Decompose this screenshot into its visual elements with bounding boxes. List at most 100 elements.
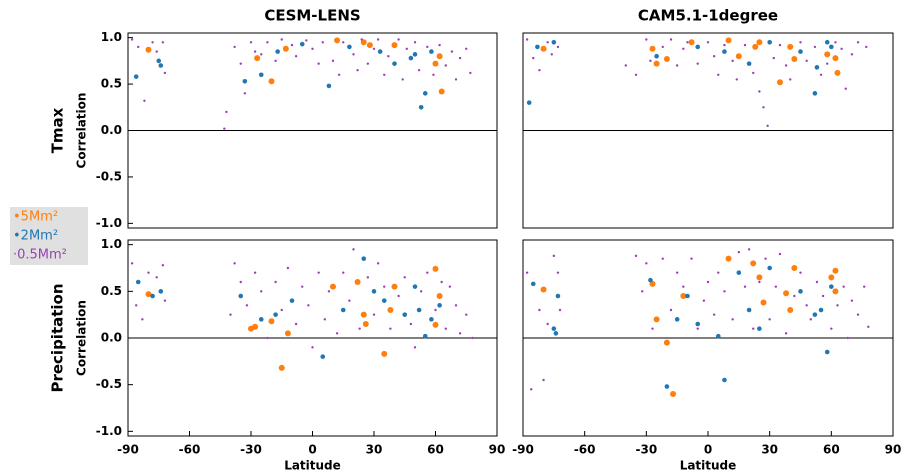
data-point [743, 285, 747, 288]
data-point [649, 45, 656, 52]
data-point [669, 38, 673, 41]
data-point [360, 311, 367, 318]
legend-entry: •5Mm² [13, 210, 58, 225]
data-point [412, 284, 418, 289]
data-point [649, 59, 652, 63]
data-point [422, 333, 428, 339]
data-point [768, 318, 771, 321]
data-point [444, 327, 447, 330]
data-point [764, 257, 767, 260]
data-point [413, 41, 417, 44]
data-point [376, 38, 380, 41]
x-tick-label: -30 [635, 443, 657, 457]
x-tick-label: -60 [574, 443, 596, 457]
x-tick-label: -30 [240, 443, 262, 457]
data-point [690, 257, 693, 260]
data-point [766, 124, 769, 128]
data-point [249, 41, 253, 44]
data-point [789, 78, 792, 81]
data-point [253, 50, 257, 53]
data-point [377, 49, 383, 54]
data-point [163, 71, 167, 75]
data-point [706, 41, 710, 44]
data-point [348, 299, 351, 302]
data-point [223, 127, 226, 130]
data-point [695, 321, 701, 327]
y-tick-label: -1.0 [96, 424, 122, 438]
data-point [553, 331, 559, 336]
data-point [661, 257, 664, 260]
data-point [417, 68, 421, 72]
data-point [163, 299, 167, 302]
data-point [418, 104, 424, 110]
data-point [290, 43, 294, 47]
y-tick-label: 1.0 [101, 237, 122, 251]
data-point [458, 56, 462, 60]
y-tick-label: 0.5 [101, 77, 122, 91]
data-point [454, 304, 458, 307]
data-point [540, 45, 547, 52]
data-point [550, 53, 553, 56]
data-point [150, 293, 155, 299]
data-point [663, 56, 670, 62]
data-point [784, 332, 788, 335]
data-point [155, 50, 158, 53]
data-point [311, 47, 314, 50]
data-point [143, 99, 146, 102]
data-point [538, 308, 541, 312]
y-tick-label: -1.0 [96, 216, 122, 230]
data-point [354, 279, 361, 285]
data-point [863, 285, 866, 288]
data-point [366, 42, 373, 49]
data-point [158, 63, 164, 68]
data-point [381, 350, 388, 357]
data-point [450, 50, 454, 53]
data-point [360, 38, 363, 41]
data-point [696, 62, 699, 65]
data-point [274, 59, 277, 63]
x-axis-label: Latitude [284, 459, 341, 473]
data-point [284, 330, 291, 337]
data-point [812, 91, 818, 96]
data-point [432, 265, 439, 272]
data-point [682, 47, 685, 50]
data-point [758, 280, 761, 284]
data-point [663, 339, 670, 346]
data-point [805, 59, 808, 63]
data-point [752, 71, 755, 75]
data-point [397, 38, 400, 41]
data-point [546, 322, 549, 326]
data-point [299, 41, 305, 47]
data-point [273, 312, 278, 317]
data-point [294, 322, 298, 326]
data-point [419, 290, 423, 293]
data-point [387, 55, 390, 58]
data-point [799, 271, 802, 274]
data-point [723, 290, 726, 293]
data-point [735, 53, 742, 60]
data-point [814, 65, 820, 70]
data-point [434, 308, 437, 312]
data-point [416, 307, 422, 313]
data-point [778, 43, 782, 47]
data-point [821, 294, 825, 298]
data-point [844, 87, 847, 90]
data-point [685, 293, 690, 299]
data-point [648, 277, 653, 283]
data-point [674, 317, 680, 322]
data-point [352, 248, 355, 251]
data-point [669, 308, 673, 312]
data-point [645, 262, 648, 265]
x-tick-label: 0 [704, 443, 712, 457]
data-point [436, 53, 443, 60]
data-point [403, 276, 406, 279]
data-point [469, 71, 472, 75]
data-point [155, 276, 158, 279]
data-point [767, 39, 772, 45]
x-tick-label: 90 [489, 443, 506, 457]
data-point [556, 271, 560, 274]
data-point [819, 73, 823, 76]
data-point [311, 346, 314, 349]
data-point [840, 47, 843, 50]
data-point [758, 90, 761, 93]
